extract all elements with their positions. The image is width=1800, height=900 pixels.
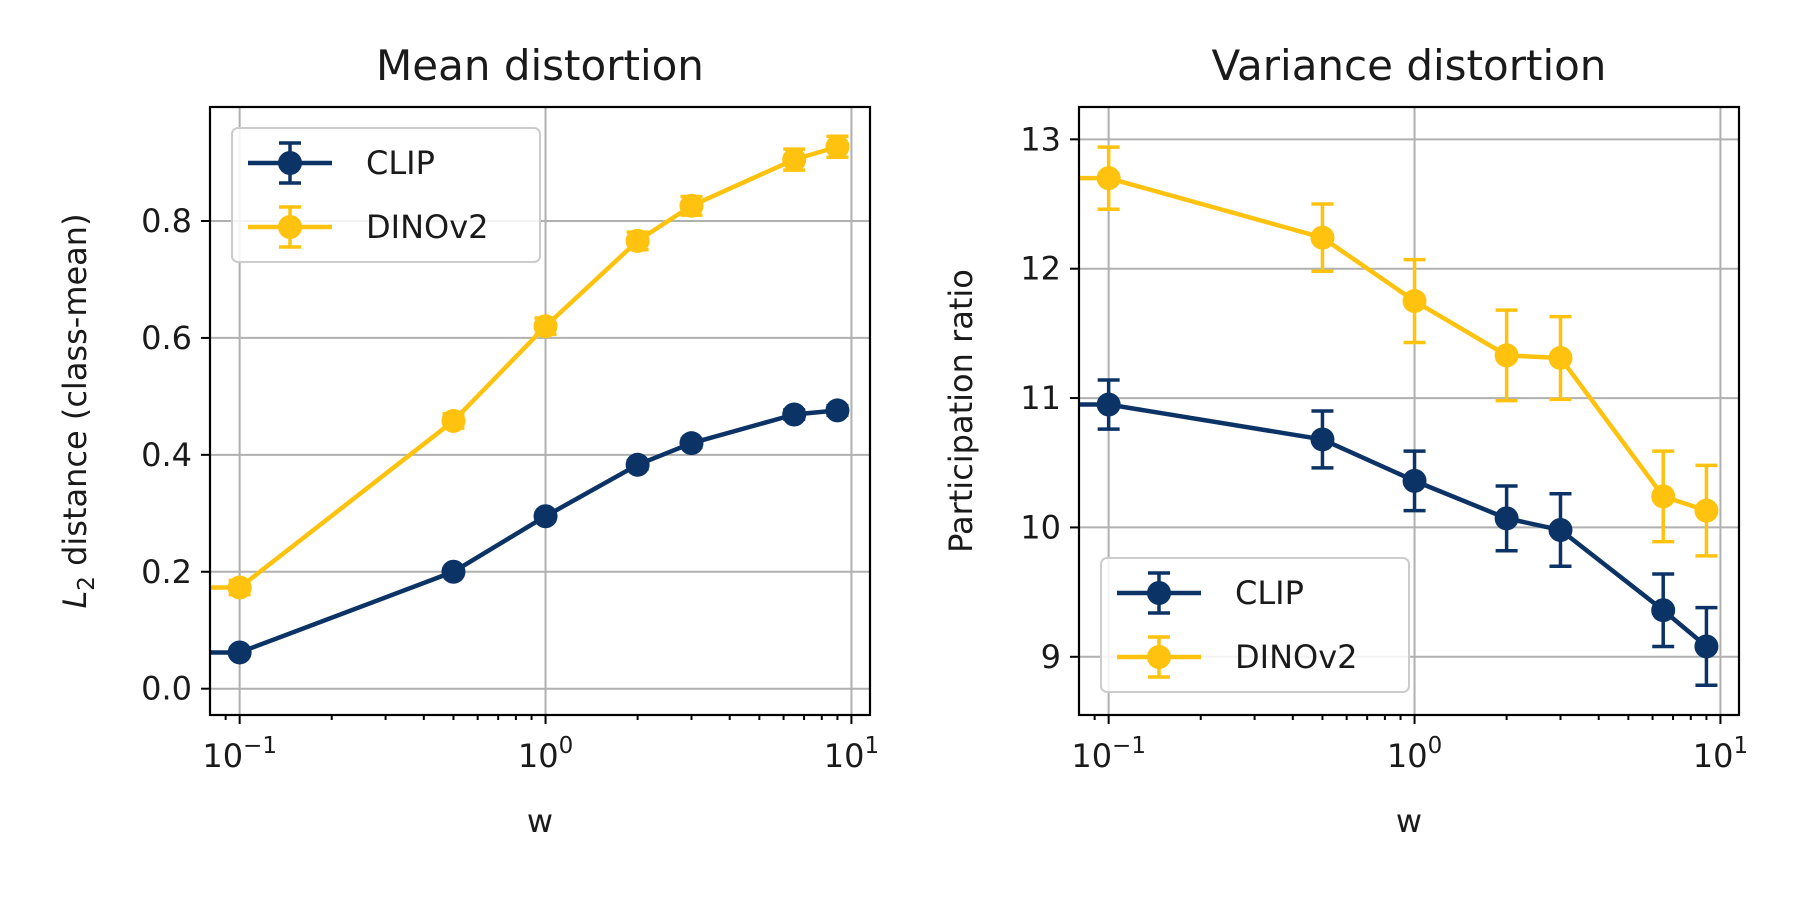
y-axis-label: Participation ratio [942, 269, 980, 553]
x-tick-exponent: 0 [1428, 733, 1443, 759]
data-point [825, 398, 850, 423]
data-point [782, 402, 807, 427]
data-point [1096, 392, 1121, 417]
legend-label: DINOv2 [1235, 638, 1358, 676]
legend-marker [278, 151, 302, 175]
data-point [1096, 166, 1121, 191]
data-point [1310, 225, 1335, 250]
data-point [1548, 345, 1573, 370]
series-line [1079, 175, 1708, 513]
series-clip [210, 398, 850, 665]
data-point [825, 134, 850, 159]
data-point [227, 640, 252, 665]
legend-entry-clip: CLIP [248, 141, 435, 185]
x-tick-exponent: 0 [559, 733, 574, 759]
y-tick-label: 10 [1020, 508, 1061, 546]
y-axis-label-text: distance (class-mean) [56, 213, 94, 576]
data-point [533, 504, 558, 529]
data-point [441, 559, 466, 584]
axes-frame [208, 105, 872, 717]
x-axis-label: w [1396, 802, 1422, 840]
legend-label: CLIP [1235, 574, 1304, 612]
data-point [1548, 518, 1573, 543]
legend: CLIP DINOv2 [231, 127, 541, 263]
series-line [210, 144, 839, 590]
data-point [1402, 289, 1427, 314]
y-tick-label: 0.8 [141, 202, 192, 240]
data-point [782, 147, 807, 172]
x-tick-base: 10 [824, 737, 865, 775]
series-dinov2 [210, 134, 850, 600]
series-clip [1079, 378, 1719, 687]
data-point [679, 193, 704, 218]
data-point [1310, 427, 1335, 452]
x-tick-exponent: −1 [243, 733, 277, 759]
series-line [210, 408, 838, 655]
x-axis-label: w [527, 802, 553, 840]
y-tick-label: 9 [1041, 638, 1061, 676]
x-tick-base: 10 [1071, 737, 1112, 775]
y-tick-label: 0.2 [141, 553, 192, 591]
y-axis-label-symbol: L [56, 591, 94, 609]
y-tick-label: 0.6 [141, 319, 192, 357]
x-tick-exponent: 1 [1733, 733, 1748, 759]
chart-title: Variance distortion [1212, 41, 1607, 90]
data-point [625, 452, 650, 477]
data-point [1694, 498, 1719, 523]
axes-frame [1077, 105, 1741, 717]
legend-marker [1147, 581, 1171, 605]
x-tick-label: 100 [1387, 733, 1442, 775]
chart-title: Mean distortion [376, 41, 704, 90]
data-point [1694, 634, 1719, 659]
legend-marker [278, 215, 302, 239]
legend-entry-clip: CLIP [1117, 571, 1304, 615]
series-dinov2 [1079, 145, 1719, 558]
data-point [1651, 484, 1676, 509]
x-tick-base: 10 [518, 737, 559, 775]
x-tick-exponent: −1 [1112, 733, 1146, 759]
x-tick-base: 10 [1387, 737, 1428, 775]
x-tick-label: 101 [1693, 733, 1748, 775]
data-point [1494, 506, 1519, 531]
y-tick-label: 0.0 [141, 670, 192, 708]
x-tick-base: 10 [202, 737, 243, 775]
legend-entry-dinov2: DINOv2 [1117, 635, 1358, 679]
plot-area [210, 134, 850, 665]
y-tick-label: 13 [1020, 120, 1061, 158]
y-axis-label-subscript: 2 [74, 576, 100, 591]
x-tick-label: 100 [518, 733, 573, 775]
data-point [679, 431, 704, 456]
data-point [1402, 468, 1427, 493]
legend-marker [1147, 645, 1171, 669]
x-tick-base: 10 [1693, 737, 1734, 775]
data-point [441, 408, 466, 433]
legend-entry-dinov2: DINOv2 [248, 205, 489, 249]
y-tick-label: 11 [1020, 379, 1061, 417]
legend-label: CLIP [366, 144, 435, 182]
data-point [227, 575, 252, 600]
data-point [533, 314, 558, 339]
y-tick-label: 12 [1020, 250, 1061, 288]
legend: CLIP DINOv2 [1100, 557, 1410, 693]
x-tick-exponent: 1 [864, 733, 879, 759]
data-point [625, 228, 650, 253]
y-tick-label: 0.4 [141, 436, 192, 474]
legend-label: DINOv2 [366, 208, 489, 246]
x-tick-label: 10−1 [202, 733, 277, 775]
y-axis-label: L2 distance (class-mean) [56, 213, 100, 608]
plot-area [1079, 145, 1719, 687]
x-tick-label: 10−1 [1071, 733, 1146, 775]
series-line [1079, 402, 1708, 649]
x-tick-label: 101 [824, 733, 879, 775]
data-point [1651, 598, 1676, 623]
data-point [1494, 343, 1519, 368]
